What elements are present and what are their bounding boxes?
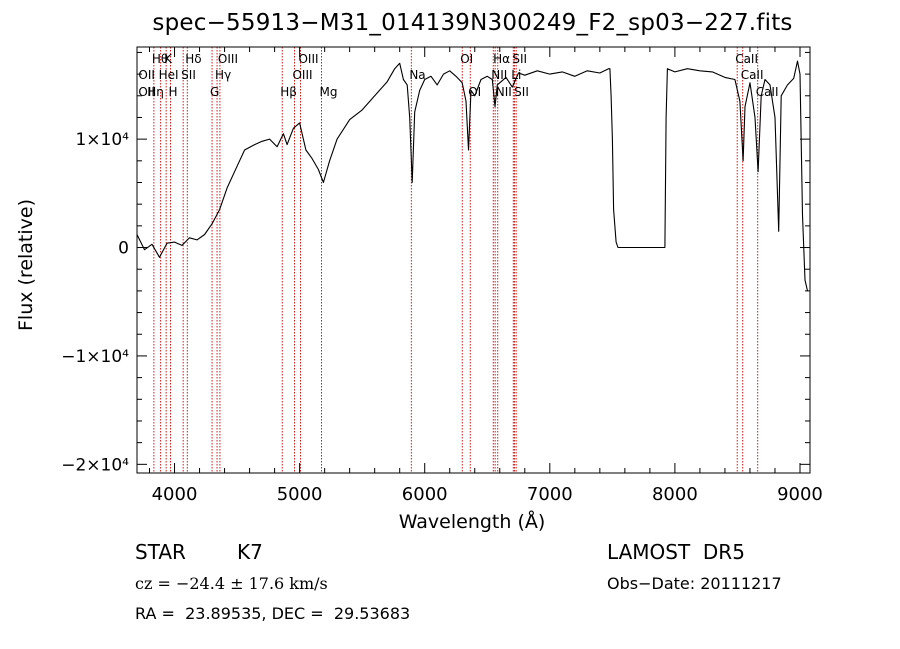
line-marker-label: SII xyxy=(181,68,196,82)
line-marker-label: Hδ xyxy=(185,52,201,66)
line-marker-label: SII xyxy=(512,52,527,66)
line-marker-label: Li xyxy=(511,68,521,82)
x-tick-label: 8000 xyxy=(652,484,698,505)
line-marker-label: OI xyxy=(460,52,473,66)
line-marker-label: OIII xyxy=(292,68,312,82)
x-tick-label: 5000 xyxy=(277,484,323,505)
y-axis-label: Flux (relative) xyxy=(15,199,37,331)
star-class: STAR xyxy=(135,540,186,564)
line-marker-label: OIII xyxy=(298,52,318,66)
line-marker-label: K xyxy=(164,52,173,66)
y-tick-label: 1×10⁴ xyxy=(75,130,129,150)
line-marker-label: Na xyxy=(409,68,425,82)
star-subclass: K7 xyxy=(237,540,263,564)
x-tick-label: 7000 xyxy=(527,484,573,505)
x-tick-label: 4000 xyxy=(152,484,198,505)
line-marker-label: G xyxy=(210,85,219,99)
line-markers xyxy=(153,47,759,473)
plot-frame xyxy=(136,46,811,474)
line-marker-label: Mg xyxy=(320,85,338,99)
spectrum-data xyxy=(136,60,809,292)
line-marker-label: Hη xyxy=(147,85,164,99)
line-marker-label: OII xyxy=(138,85,155,99)
redshift-info: cz = −24.4 ± 17.6 km/s xyxy=(135,574,328,593)
line-marker-label: CaII xyxy=(741,68,764,82)
y-tick-label: 0 xyxy=(118,239,129,259)
y-tick-label: −1×10⁴ xyxy=(61,347,129,367)
line-marker-label: NII xyxy=(496,85,512,99)
y-tick-label: −2×10⁴ xyxy=(61,455,129,475)
line-marker-label: NII xyxy=(491,68,507,82)
x-axis-label: Wavelength (Å) xyxy=(399,510,546,533)
chart-title: spec−55913−M31_014139N300249_F2_sp03−227… xyxy=(152,10,793,36)
line-marker-label: CaII xyxy=(735,52,758,66)
x-tick-label: 9000 xyxy=(777,484,823,505)
chart-axes: 4000 5000 6000 7000 8000 9000 1×10⁴ 0 −1×10⁴ −2×1… xyxy=(61,46,823,505)
line-marker-label: Hα xyxy=(493,52,510,66)
line-marker-label: HeI xyxy=(159,68,179,82)
line-marker-labels: Hθ HeI K H Hδ SII G Hγ OIII Hβ OIII OIII Mg Na OI OI NII… xyxy=(138,52,778,99)
line-marker-label: SII xyxy=(514,85,529,99)
spectrum-line xyxy=(136,60,809,292)
obs-date: Obs−Date: 20111217 xyxy=(607,574,782,593)
line-marker-label: OII xyxy=(138,68,155,82)
line-marker-label: Hγ xyxy=(215,68,231,82)
line-marker-label: CaII xyxy=(756,85,779,99)
line-marker-label: OIII xyxy=(218,52,238,66)
line-marker-label: Hθ xyxy=(152,52,168,66)
line-marker-label: Hβ xyxy=(280,85,297,99)
survey-name: LAMOST DR5 xyxy=(607,540,745,564)
line-marker-label: OI xyxy=(468,85,481,99)
x-tick-label: 6000 xyxy=(402,484,448,505)
line-marker-label: H xyxy=(169,85,178,99)
ra-dec: RA = 23.89535, DEC = 29.53683 xyxy=(135,604,411,623)
